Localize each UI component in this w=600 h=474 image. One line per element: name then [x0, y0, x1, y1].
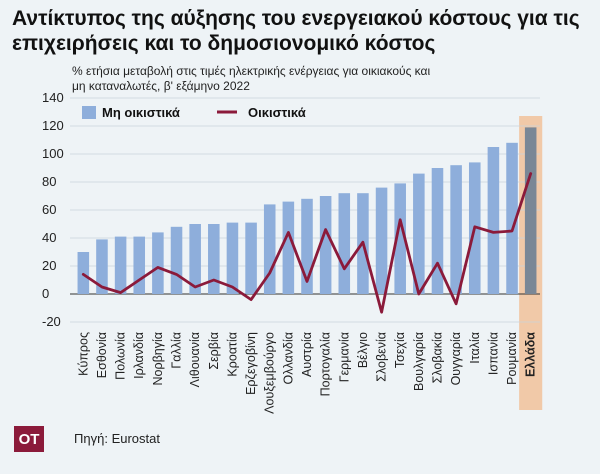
- y-tick-label: 100: [42, 146, 64, 161]
- source-label: Πηγή: Eurostat: [74, 431, 160, 446]
- y-tick-label: 140: [42, 90, 64, 105]
- x-tick-label: Τσεχία: [393, 332, 407, 368]
- bar-Αυστρία: [301, 198, 313, 294]
- bar-Ουγγαρία: [450, 165, 462, 294]
- x-tick-label: Λουξεμβούργο: [263, 332, 277, 414]
- chart-title: Αντίκτυπος της αύξησης του ενεργειακού κ…: [12, 7, 580, 55]
- x-tick-label: Ερζεγοβίνη: [244, 332, 258, 395]
- chart: -20 0 20 40 60 80 100 120 140 Κύπρος Εσθονία Πολων…: [42, 90, 543, 414]
- bar-Ρουμανία: [506, 142, 518, 294]
- x-tick-label: Πορτογαλία: [319, 332, 333, 396]
- x-tick-label: Σλοβενία: [375, 332, 389, 382]
- x-tick-label: Σλοβακία: [430, 332, 444, 383]
- bar-Βουλγαρία: [413, 173, 425, 294]
- bar-Νορβηγία: [152, 232, 164, 294]
- bar-Πολωνία: [114, 236, 127, 294]
- bar-Εσθονία: [96, 239, 108, 294]
- bar-Σερβία: [208, 224, 220, 294]
- bar-Λουξεμβούργο: [263, 204, 276, 294]
- bar-Γερμανία: [338, 193, 351, 294]
- bar-Ισπανία: [487, 147, 500, 294]
- ot-logo: OT: [14, 426, 44, 452]
- x-tick-label: Ρουμανία: [505, 332, 519, 385]
- x-tick-label: Νορβηγία: [151, 332, 165, 386]
- bar-Ολλανδία: [282, 201, 295, 294]
- x-tick-label: Λιθουανία: [188, 332, 202, 387]
- x-tick-label: Ιρλανδία: [132, 332, 146, 379]
- x-tick-label: Βέλγιο: [356, 332, 370, 368]
- x-tick-label: Κύπρος: [76, 332, 90, 376]
- x-tick-label: Εσθονία: [95, 332, 109, 378]
- x-tick-label: Πολωνία: [114, 332, 128, 380]
- y-tick-label: 20: [42, 258, 56, 273]
- bar-Ελλάδα: [524, 127, 537, 295]
- bar-Γαλλία: [170, 226, 183, 294]
- y-tick-label: 40: [42, 230, 56, 245]
- x-tick-label: Ολλανδία: [281, 332, 295, 384]
- x-tick-label: Βουλγαρία: [412, 332, 426, 391]
- x-tick-label: Αυστρία: [300, 332, 314, 377]
- bar-Ερζεγοβίνη: [245, 222, 257, 294]
- y-tick-label: -20: [42, 314, 61, 329]
- chart-subtitle: % ετήσια μεταβολή στις τιμές ηλεκτρικής …: [72, 64, 431, 93]
- legend-label-bar: Μη οικιστικά: [102, 105, 180, 120]
- y-tick-label: 120: [42, 118, 64, 133]
- x-tick-label: Κροατία: [225, 332, 239, 377]
- bar-Κύπρος: [77, 252, 90, 294]
- bar-Πορτογαλία: [319, 196, 332, 294]
- bar-Τσεχία: [394, 183, 406, 294]
- legend-swatch-bar: [82, 106, 96, 119]
- y-tick-label: 60: [42, 202, 56, 217]
- legend-label-line: Οικιστικά: [248, 105, 306, 120]
- residential-line: [81, 172, 533, 314]
- bar-Ιρλανδία: [133, 236, 146, 294]
- x-tick-label: Ιταλία: [468, 332, 482, 364]
- y-tick-label: 80: [42, 174, 56, 189]
- bar-Λιθουανία: [189, 224, 201, 294]
- bar-Σλοβακία: [431, 168, 444, 294]
- x-tick-label: Ισπανία: [486, 332, 500, 375]
- x-tick-label: Ουγγαρία: [449, 332, 463, 385]
- x-tick-label: Γαλλία: [170, 332, 184, 369]
- x-tick-label: Ελλάδα: [524, 332, 538, 377]
- x-tick-label: Γερμανία: [337, 332, 351, 382]
- bar-Σλοβενία: [375, 187, 388, 294]
- x-tick-label: Σερβία: [207, 332, 221, 370]
- bar-Κροατία: [226, 222, 239, 294]
- y-tick-label: 0: [42, 286, 49, 301]
